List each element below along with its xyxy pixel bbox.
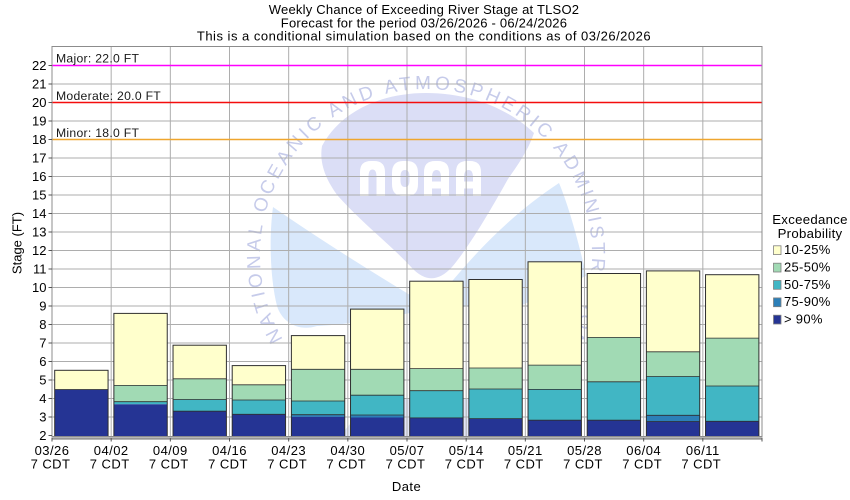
svg-text:Forecast for the period 03/26/: Forecast for the period 03/26/2026 - 06/… bbox=[281, 16, 567, 31]
svg-text:7 CDT: 7 CDT bbox=[267, 457, 307, 472]
svg-text:7 CDT: 7 CDT bbox=[31, 457, 71, 472]
svg-text:22: 22 bbox=[32, 58, 46, 73]
svg-text:5: 5 bbox=[39, 373, 46, 388]
svg-text:16: 16 bbox=[32, 169, 46, 184]
svg-text:15: 15 bbox=[32, 188, 46, 203]
svg-text:7 CDT: 7 CDT bbox=[681, 457, 721, 472]
svg-text:12: 12 bbox=[32, 243, 46, 258]
svg-text:20: 20 bbox=[32, 95, 46, 110]
svg-text:> 90%: > 90% bbox=[784, 312, 823, 327]
svg-text:14: 14 bbox=[32, 206, 46, 221]
svg-text:04/16: 04/16 bbox=[212, 443, 247, 458]
svg-text:05/07: 05/07 bbox=[390, 443, 425, 458]
svg-text:11: 11 bbox=[33, 262, 47, 277]
svg-text:Minor: 18.0 FT: Minor: 18.0 FT bbox=[56, 126, 139, 140]
svg-text:Probability: Probability bbox=[778, 226, 843, 241]
svg-text:7: 7 bbox=[39, 336, 46, 351]
svg-text:06/11: 06/11 bbox=[686, 443, 720, 458]
svg-text:04/02: 04/02 bbox=[94, 443, 129, 458]
svg-text:Major: 22.0 FT: Major: 22.0 FT bbox=[56, 52, 139, 66]
svg-text:7 CDT: 7 CDT bbox=[563, 457, 603, 472]
svg-text:This is a conditional simulati: This is a conditional simulation based o… bbox=[197, 29, 651, 44]
svg-text:Exceedance: Exceedance bbox=[772, 212, 848, 227]
svg-text:04/09: 04/09 bbox=[153, 443, 188, 458]
svg-text:7 CDT: 7 CDT bbox=[386, 457, 426, 472]
svg-text:7 CDT: 7 CDT bbox=[208, 457, 248, 472]
svg-text:7 CDT: 7 CDT bbox=[622, 457, 662, 472]
svg-text:18: 18 bbox=[32, 132, 46, 147]
svg-text:25-50%: 25-50% bbox=[784, 260, 831, 275]
svg-text:Date: Date bbox=[392, 479, 421, 494]
svg-text:4: 4 bbox=[39, 391, 46, 406]
svg-text:21: 21 bbox=[32, 77, 46, 92]
svg-text:Weekly Chance of Exceeding Riv: Weekly Chance of Exceeding River Stage a… bbox=[269, 2, 579, 17]
svg-text:06/04: 06/04 bbox=[626, 443, 661, 458]
svg-text:17: 17 bbox=[32, 151, 46, 166]
svg-text:8: 8 bbox=[39, 317, 46, 332]
svg-text:6: 6 bbox=[39, 354, 46, 369]
svg-text:10: 10 bbox=[32, 280, 46, 295]
svg-text:75-90%: 75-90% bbox=[784, 294, 831, 309]
svg-text:13: 13 bbox=[32, 225, 46, 240]
svg-text:7 CDT: 7 CDT bbox=[149, 457, 189, 472]
svg-text:50-75%: 50-75% bbox=[784, 277, 831, 292]
svg-text:3: 3 bbox=[39, 410, 46, 425]
svg-text:03/26: 03/26 bbox=[35, 443, 70, 458]
svg-text:2: 2 bbox=[39, 428, 46, 443]
svg-text:19: 19 bbox=[32, 114, 46, 129]
svg-text:05/21: 05/21 bbox=[508, 443, 543, 458]
svg-text:9: 9 bbox=[39, 299, 46, 314]
svg-text:05/14: 05/14 bbox=[449, 443, 484, 458]
svg-text:10-25%: 10-25% bbox=[784, 242, 831, 257]
svg-text:7 CDT: 7 CDT bbox=[90, 457, 130, 472]
svg-text:Moderate: 20.0 FT: Moderate: 20.0 FT bbox=[56, 89, 161, 103]
svg-text:04/23: 04/23 bbox=[271, 443, 306, 458]
svg-text:7 CDT: 7 CDT bbox=[326, 457, 366, 472]
svg-text:7 CDT: 7 CDT bbox=[445, 457, 485, 472]
svg-text:04/30: 04/30 bbox=[330, 443, 365, 458]
svg-text:05/28: 05/28 bbox=[567, 443, 602, 458]
svg-text:Stage (FT): Stage (FT) bbox=[10, 212, 25, 274]
svg-text:7 CDT: 7 CDT bbox=[504, 457, 544, 472]
